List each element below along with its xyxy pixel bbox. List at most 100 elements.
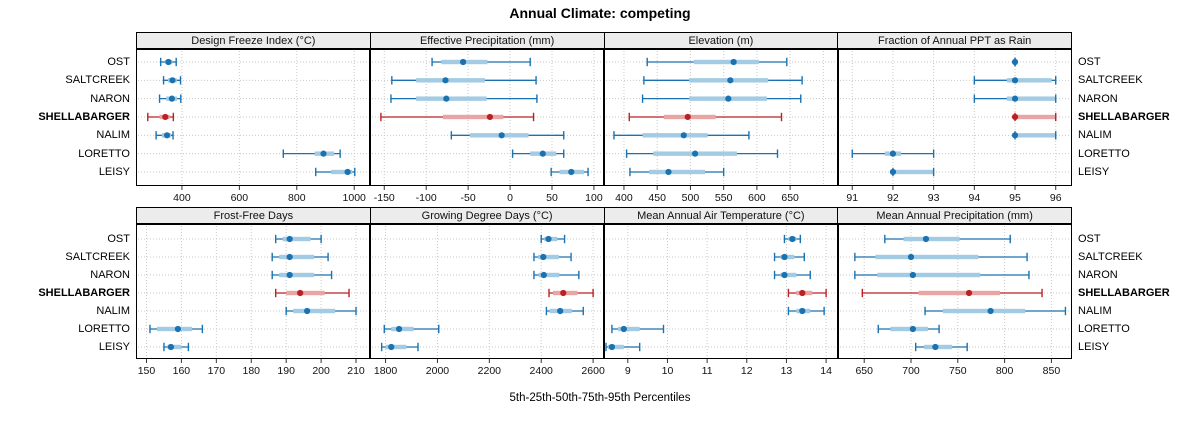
site-label-saltcreek: SALTCREEK [1078,74,1143,87]
series-loretto [282,149,341,158]
svg-text:800: 800 [288,192,306,204]
site-label-ost: OST [1078,233,1101,245]
series-nalim [787,306,825,316]
svg-text:450: 450 [648,192,666,204]
svg-text:550: 550 [715,192,733,204]
series-shellabarger [628,112,783,122]
series-shellabarger [147,112,175,122]
svg-text:1000: 1000 [343,192,367,204]
site-label-naron: NARON [1078,269,1118,281]
site-label-naron: NARON [1078,92,1118,105]
svg-text:14: 14 [820,365,832,377]
svg-text:92: 92 [887,192,899,204]
series-nalim [924,306,1067,316]
series-ost [646,57,788,67]
site-label-leisy: LEISY [1078,165,1110,178]
svg-text:190: 190 [277,365,295,377]
site-label-nalim: NALIM [96,129,130,142]
site-label-shellabarger: SHELLABARGER [1078,287,1170,299]
series-saltcreek [643,76,803,85]
svg-text:50: 50 [546,192,558,204]
svg-text:200: 200 [312,365,330,377]
svg-text:95: 95 [1009,192,1021,204]
series-saltcreek [533,252,572,262]
panel-elevation-m: 400 450 500 550 600 650 [604,49,838,204]
series-shellabarger [275,288,350,298]
series-shellabarger [861,288,1043,298]
series-saltcreek [773,252,805,262]
series-naron [854,270,1030,280]
svg-text:2200: 2200 [478,365,502,377]
svg-text:94: 94 [968,192,980,204]
svg-text:11: 11 [702,365,713,377]
series-shellabarger [1011,112,1057,122]
chart-title: Annual Climate: competing [509,5,691,21]
site-label-shellabarger: SHELLABARGER [38,110,130,123]
svg-text:400: 400 [173,192,191,204]
panel-growing-degree-days-c: 1800 2000 2200 2400 2600 [370,224,605,377]
svg-text:91: 91 [846,192,858,204]
series-ost [783,234,802,244]
panel-strip-effective-precipitation-mm: Effective Precipitation (mm) [371,33,605,48]
site-label-saltcreek: SALTCREEK [1078,251,1143,263]
series-saltcreek [391,76,537,85]
panel-effective-precipitation-mm: -150 -100 -50 0 50 100 [370,49,604,204]
site-label-saltcreek: SALTCREEK [65,74,130,87]
site-label-leisy: LEISY [98,165,130,178]
series-loretto [511,149,565,158]
svg-text:0: 0 [507,192,513,204]
series-loretto [149,324,204,334]
series-saltcreek [973,76,1057,85]
svg-text:-100: -100 [416,192,437,204]
series-ost [275,234,322,244]
panel-strip-design-freeze-index-c: Design Freeze Index (°C) [137,33,371,48]
svg-text:10: 10 [662,365,674,377]
series-leisy [380,342,419,352]
site-label-ost: OST [107,56,130,68]
site-label-nalim: NALIM [1078,305,1112,317]
svg-text:800: 800 [996,365,1014,377]
panel-strip-mean-annual-precipitation-mm: Mean Annual Precipitation (mm) [876,209,1033,222]
series-loretto [625,149,779,158]
series-leisy [914,342,968,352]
site-label-nalim: NALIM [1078,129,1112,142]
svg-text:1800: 1800 [374,365,398,377]
site-label-ost: OST [1078,56,1101,68]
series-ost [159,57,177,67]
site-label-ost: OST [107,233,130,245]
svg-text:2000: 2000 [426,365,450,377]
panel-mean-annual-precipitation-mm: 650 700 750 800 850 [838,224,1072,377]
svg-text:210: 210 [347,365,365,377]
series-leisy [550,167,589,177]
site-label-loretto: LORETTO [1078,323,1130,335]
svg-text:-50: -50 [461,192,476,204]
series-loretto [383,324,440,334]
series-ost [540,234,566,244]
svg-text:100: 100 [585,192,603,204]
svg-text:150: 150 [138,365,156,377]
series-leisy [889,167,935,177]
series-nalim [155,131,174,140]
site-label-loretto: LORETTO [78,147,130,160]
svg-text:600: 600 [748,192,766,204]
series-saltcreek [271,252,329,262]
svg-text:2400: 2400 [530,365,554,377]
svg-text:13: 13 [781,365,793,377]
svg-text:12: 12 [741,365,753,377]
series-ost [884,234,1011,244]
series-naron [641,94,802,103]
strip-row-1: Frost-Free Days Growing Degree Days (°C) M… [136,207,1072,224]
svg-text:9: 9 [625,365,631,377]
panel-frost-free-days: 150 160 170 180 190 200 210 [136,224,370,377]
series-naron [973,94,1057,103]
svg-text:650: 650 [781,192,799,204]
svg-text:96: 96 [1050,192,1062,204]
series-ost [431,57,531,67]
svg-text:-150: -150 [374,192,395,204]
strip-row-0: Design Freeze Index (°C) Effective Precip… [136,32,1072,49]
site-label-shellabarger: SHELLABARGER [38,287,130,299]
site-label-leisy: LEISY [1078,341,1110,353]
panel-mean-annual-air-temperature-c: 9 10 11 12 13 14 [604,224,838,377]
site-label-loretto: LORETTO [1078,147,1130,160]
